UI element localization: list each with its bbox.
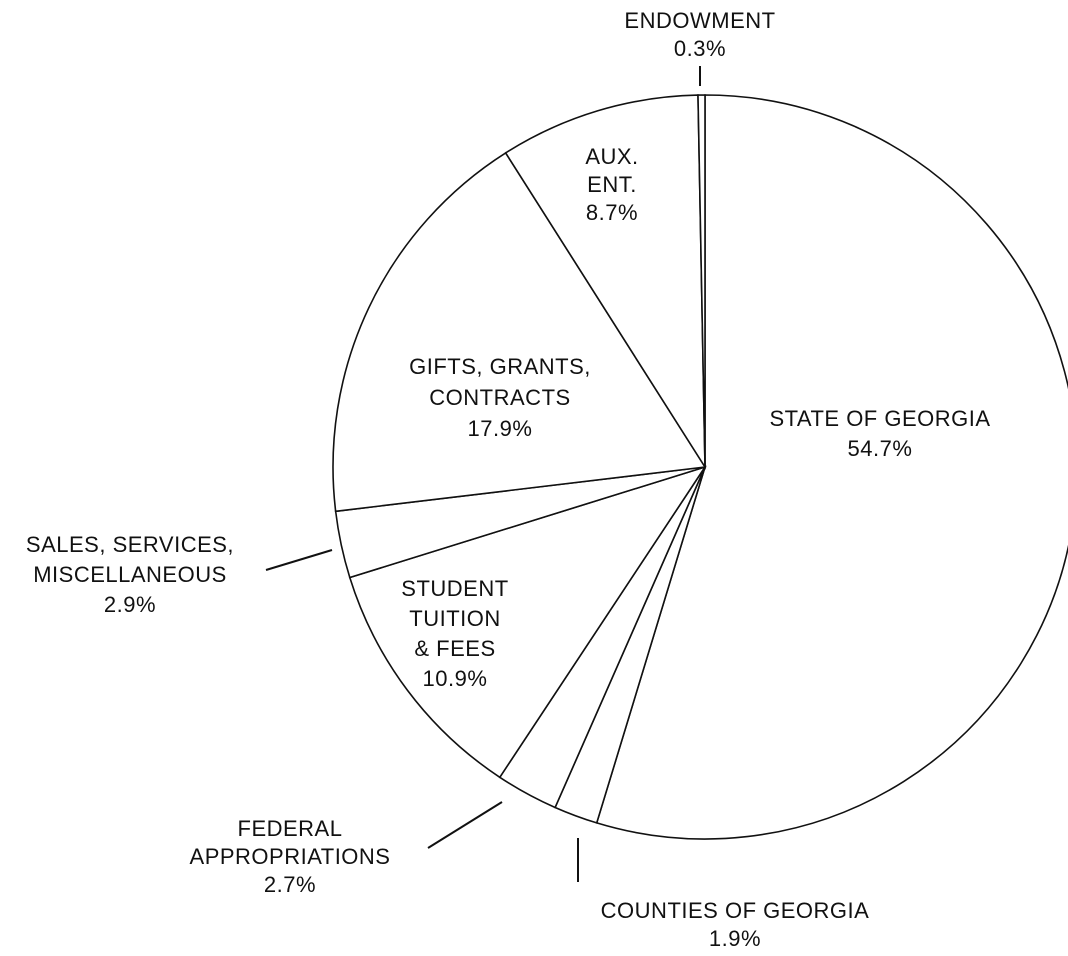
value-label: 54.7% xyxy=(848,436,913,461)
slice-label: ENDOWMENT xyxy=(624,8,775,33)
slice-label: CONTRACTS xyxy=(429,385,570,410)
leader-line xyxy=(265,549,333,571)
slice-label: TUITION xyxy=(409,606,501,631)
leader-line xyxy=(427,801,503,849)
slice-label: & FEES xyxy=(414,636,495,661)
value-label: 8.7% xyxy=(586,200,638,225)
slice-label: SALES, SERVICES, xyxy=(26,532,234,557)
pie-slice xyxy=(697,94,706,468)
value-label: 0.3% xyxy=(674,36,726,61)
slice-label: GIFTS, GRANTS, xyxy=(409,354,591,379)
value-label: 17.9% xyxy=(468,416,533,441)
slice-label: MISCELLANEOUS xyxy=(33,562,227,587)
pie-slice xyxy=(332,151,707,513)
slice-label: FEDERAL xyxy=(238,816,343,841)
pie-slice xyxy=(348,465,707,779)
slice-label: ENT. xyxy=(587,172,637,197)
pie-slice xyxy=(504,94,706,470)
value-label: 10.9% xyxy=(423,666,488,691)
slice-label: COUNTIES OF GEORGIA xyxy=(601,898,870,923)
value-label: 2.7% xyxy=(264,872,316,897)
value-label: 1.9% xyxy=(709,926,761,951)
value-label: 2.9% xyxy=(104,592,156,617)
slice-label: STUDENT xyxy=(401,576,508,601)
slice-label: STATE OF GEORGIA xyxy=(769,406,990,431)
slice-label: APPROPRIATIONS xyxy=(190,844,391,869)
pie-slice xyxy=(595,94,1068,840)
slice-label: AUX. xyxy=(585,144,638,169)
